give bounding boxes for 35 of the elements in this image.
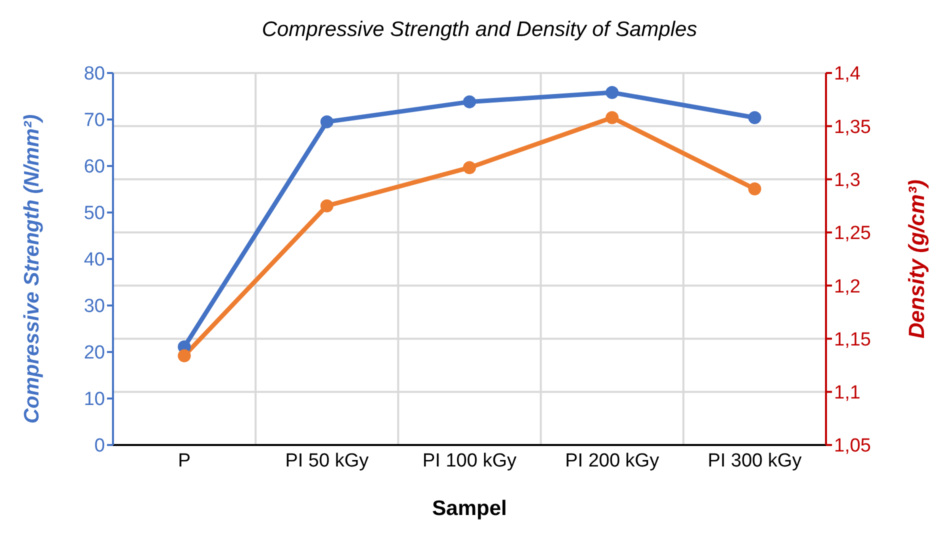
- point: [320, 199, 334, 212]
- y-tick-label: 70: [84, 110, 105, 132]
- x-axis-title: Sampel: [432, 497, 507, 520]
- y-axis-title: Compressive Strength (N/mm²): [20, 114, 44, 424]
- y-tick-label: 20: [84, 342, 105, 364]
- point: [748, 182, 762, 196]
- y-tick-label: 30: [84, 296, 105, 318]
- point: [748, 111, 762, 124]
- point: [463, 95, 476, 108]
- y2-tick-label: 1,15: [834, 329, 871, 350]
- x-tick-label: P: [178, 450, 191, 472]
- x-tick-label: PI 50 kGy: [285, 450, 370, 472]
- y-tick-label: 50: [84, 203, 105, 224]
- point: [606, 111, 619, 124]
- y-tick-label: 80: [84, 64, 105, 85]
- chart-title: Compressive Strength and Density of Samples: [260, 18, 698, 42]
- point: [606, 86, 619, 100]
- point: [320, 115, 334, 128]
- point: [178, 349, 191, 362]
- y-tick-label: 0: [94, 436, 105, 457]
- y2-tick-label: 1,4: [834, 64, 861, 85]
- y2-tick-label: 1,2: [834, 276, 860, 298]
- y-tick-label: 10: [84, 389, 105, 410]
- y2-tick-label: 1,1: [834, 382, 860, 404]
- y2-tick-label: 1,05: [834, 436, 871, 457]
- point: [463, 161, 476, 174]
- x-tick-label: PI 100 kGy: [422, 450, 517, 472]
- y2-tick-label: 1,3: [834, 170, 860, 192]
- x-tick-label: PI 200 kGy: [565, 450, 660, 472]
- x-tick-label: PI 300 kGy: [708, 450, 802, 472]
- y-tick-label: 60: [84, 156, 105, 178]
- y2-axis-title: Density (g/cm³): [904, 180, 929, 338]
- y-tick-label: 40: [84, 250, 105, 271]
- y2-tick-label: 1,35: [834, 116, 871, 138]
- y2-tick-label: 1,25: [834, 223, 871, 244]
